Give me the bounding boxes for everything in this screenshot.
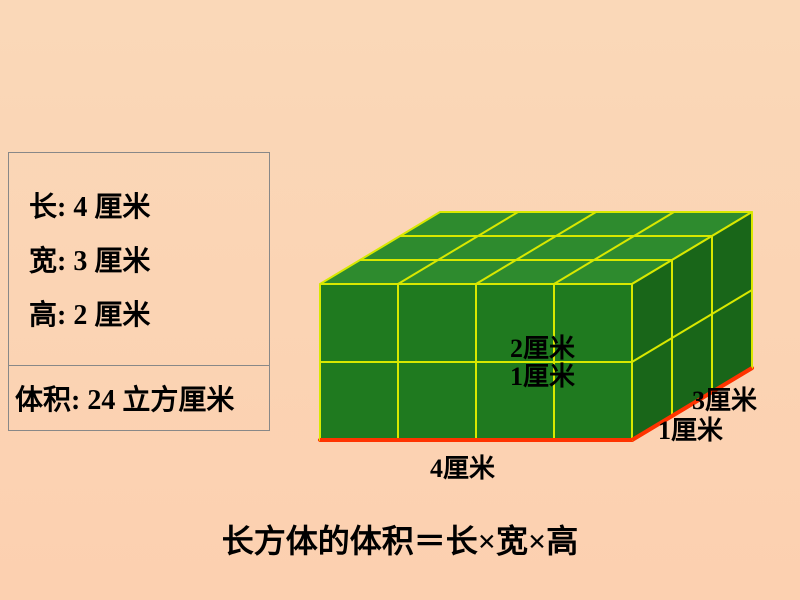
formula-text: 长方体的体积＝长×宽×高 bbox=[0, 516, 800, 562]
length-unit: 厘米 bbox=[94, 192, 150, 223]
volume-value: 24 bbox=[87, 385, 115, 416]
height-value: 2 bbox=[73, 300, 87, 331]
row-width: 宽: 3 厘米 bbox=[29, 239, 249, 279]
volume-label: 体积: bbox=[15, 385, 80, 416]
width-value: 3 bbox=[73, 246, 87, 277]
label-width-b: 1厘米 bbox=[658, 410, 723, 447]
row-volume: 体积: 24 立方厘米 bbox=[9, 365, 269, 430]
info-panel: 长: 4 厘米 宽: 3 厘米 高: 2 厘米 体积: 24 立方厘米 bbox=[8, 152, 270, 431]
width-unit: 厘米 bbox=[94, 246, 150, 277]
row-length: 长: 4 厘米 bbox=[29, 185, 249, 225]
length-value: 4 bbox=[73, 192, 87, 223]
volume-unit: 立方厘米 bbox=[122, 385, 234, 416]
height-label: 高: bbox=[29, 300, 66, 331]
length-label: 长: bbox=[29, 192, 66, 223]
label-height-b: 1厘米 bbox=[510, 356, 575, 393]
label-length: 4厘米 bbox=[430, 448, 495, 485]
row-height: 高: 2 厘米 bbox=[29, 293, 249, 333]
height-unit: 厘米 bbox=[94, 300, 150, 331]
cuboid-diagram: 2厘米 1厘米 3厘米 1厘米 4厘米 bbox=[310, 160, 780, 480]
info-main: 长: 4 厘米 宽: 3 厘米 高: 2 厘米 bbox=[9, 153, 269, 365]
width-label: 宽: bbox=[29, 246, 66, 277]
